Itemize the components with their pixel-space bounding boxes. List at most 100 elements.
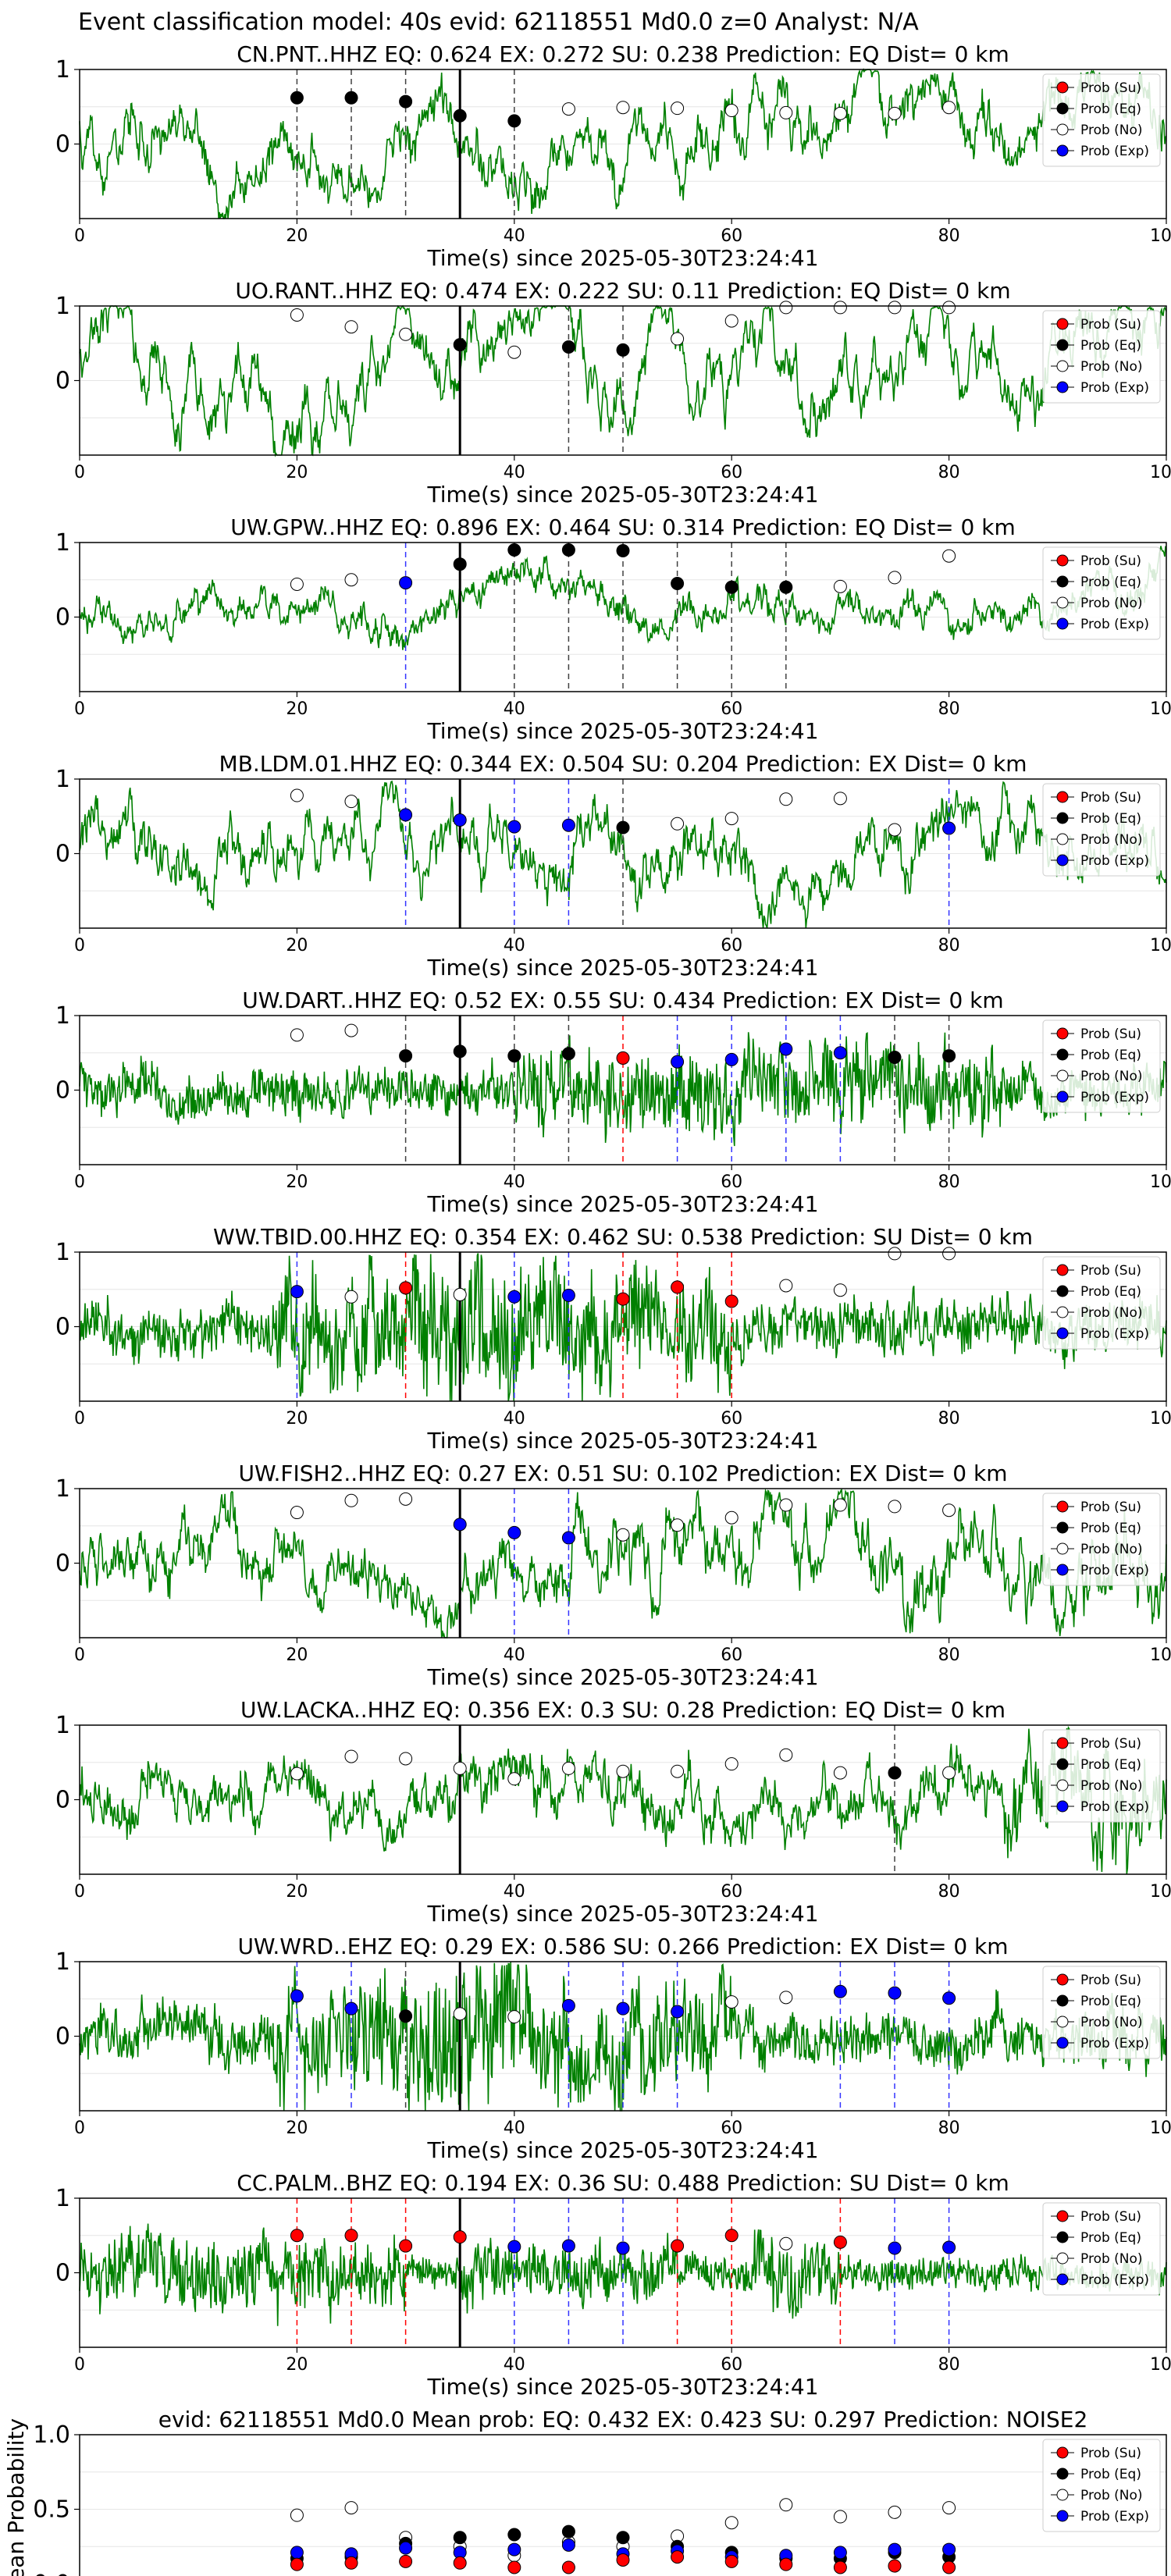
legend-label-eq: Prob (Eq) <box>1080 2230 1141 2246</box>
prob-point-no <box>671 817 685 831</box>
prob-point-eq <box>561 1047 575 1061</box>
mean-point-su <box>724 2554 739 2568</box>
legend-label-exp: Prob (Exp) <box>1080 1090 1149 1105</box>
prob-point-su <box>616 1292 630 1306</box>
panel-7: UW.FISH2..HHZ EQ: 0.27 EX: 0.51 SU: 0.10… <box>55 1461 1171 1690</box>
x-tick-label: 0 <box>74 1882 85 1902</box>
prob-point-no <box>888 823 902 837</box>
y-tick-label: 0.0 <box>33 2571 70 2576</box>
prob-point-no <box>888 1500 902 1514</box>
legend-box <box>1042 546 1161 640</box>
mean-point-su <box>671 2550 685 2564</box>
panel-title: UW.WRD..EHZ EQ: 0.29 EX: 0.586 SU: 0.266… <box>237 1934 1008 1959</box>
x-axis-label: Time(s) since 2025-05-30T23:24:41 <box>426 718 818 744</box>
prob-point-no <box>724 1510 739 1525</box>
prob-point-no <box>942 101 956 115</box>
prob-point-exp <box>942 1991 956 2005</box>
prob-point-exp <box>561 818 575 832</box>
mean-point-su <box>779 2557 793 2571</box>
legend-label-no: Prob (No) <box>1080 1542 1143 1557</box>
prob-point-exp <box>561 2239 575 2253</box>
legend-marker-no <box>1056 360 1069 372</box>
prob-point-eq <box>616 820 630 834</box>
prob-point-exp <box>453 813 467 827</box>
panel-9: UW.WRD..EHZ EQ: 0.29 EX: 0.586 SU: 0.266… <box>55 1934 1171 2163</box>
prob-point-no <box>290 1506 304 1520</box>
mean-point-su <box>290 2557 304 2571</box>
panel-title: WW.TBID.00.HHZ EQ: 0.354 EX: 0.462 SU: 0… <box>213 1224 1033 1250</box>
mean-point-no <box>779 2498 793 2512</box>
prob-point-exp <box>344 2001 358 2016</box>
legend-label-no: Prob (No) <box>1080 1069 1143 1084</box>
prob-point-su <box>724 1294 739 1308</box>
x-tick-label: 100 <box>1150 1409 1171 1429</box>
mean-point-no <box>344 2501 358 2515</box>
prob-point-exp <box>561 1531 575 1545</box>
mean-point-su <box>561 2560 575 2574</box>
prob-point-no <box>942 1766 956 1780</box>
panel-10: CC.PALM..BHZ EQ: 0.194 EX: 0.36 SU: 0.48… <box>55 2170 1171 2400</box>
prob-point-no <box>724 1995 739 2009</box>
mean-point-su <box>616 2553 630 2567</box>
y-tick-label: 1 <box>55 2185 70 2212</box>
x-tick-label: 20 <box>286 1882 308 1902</box>
x-tick-label: 80 <box>938 226 960 246</box>
prob-point-no <box>724 812 739 826</box>
x-tick-label: 100 <box>1150 699 1171 719</box>
legend-marker-no <box>1056 1069 1069 1082</box>
legend-box <box>1042 783 1161 877</box>
prob-point-exp <box>507 1525 521 1539</box>
legend-marker-su <box>1056 2210 1069 2222</box>
mean-point-no <box>724 2516 739 2530</box>
legend-label-no: Prob (No) <box>1080 123 1143 138</box>
y-tick-label: 0 <box>55 131 70 158</box>
legend-marker-eq <box>1056 339 1069 351</box>
panel-1: CN.PNT..HHZ EQ: 0.624 EX: 0.272 SU: 0.23… <box>55 41 1171 271</box>
legend-box <box>1042 1729 1161 1823</box>
x-tick-label: 60 <box>721 699 742 719</box>
x-axis-label: Time(s) since 2025-05-30T23:24:41 <box>426 955 818 980</box>
legend-marker-no <box>1056 1306 1069 1318</box>
seismic-trace <box>79 1962 1167 2112</box>
prob-point-eq <box>399 94 413 109</box>
legend-marker-su <box>1056 554 1069 567</box>
x-tick-label: 80 <box>938 2119 960 2138</box>
panel-title: UO.RANT..HHZ EQ: 0.474 EX: 0.222 SU: 0.1… <box>235 278 1010 304</box>
x-tick-label: 60 <box>721 1409 742 1429</box>
axes-frame <box>79 2197 1167 2348</box>
panel-3: UW.GPW..HHZ EQ: 0.896 EX: 0.464 SU: 0.31… <box>55 514 1171 744</box>
legend-marker-no <box>1056 123 1069 136</box>
legend-label-su: Prob (Su) <box>1080 1263 1141 1279</box>
seismic-trace <box>79 304 1167 457</box>
mean-point-no <box>290 2508 304 2522</box>
x-tick-label: 40 <box>504 1646 525 1665</box>
x-tick-label: 100 <box>1150 226 1171 246</box>
legend-marker-no <box>1056 596 1069 609</box>
prob-point-no <box>507 1772 521 1786</box>
prob-point-exp <box>507 1290 521 1304</box>
x-tick-label: 60 <box>721 1882 742 1902</box>
legend-box <box>1042 1019 1161 1113</box>
prob-point-su <box>453 2230 467 2244</box>
prob-point-exp <box>453 1517 467 1532</box>
prob-point-no <box>942 549 956 563</box>
prob-point-eq <box>888 1050 902 1064</box>
legend-label-no: Prob (No) <box>1080 832 1143 848</box>
prob-point-no <box>453 1761 467 1775</box>
legend-marker-eq <box>1056 1521 1069 1534</box>
legend-label-exp: Prob (Exp) <box>1080 853 1149 869</box>
seismic-trace <box>79 2223 1167 2326</box>
prob-point-su <box>399 1281 413 1295</box>
panel-6: WW.TBID.00.HHZ EQ: 0.354 EX: 0.462 SU: 0… <box>55 1224 1171 1453</box>
panel-title: MB.LDM.01.HHZ EQ: 0.344 EX: 0.504 SU: 0.… <box>219 751 1027 777</box>
legend-label-su: Prob (Su) <box>1080 790 1141 806</box>
legend-label-su: Prob (Su) <box>1080 80 1141 96</box>
prob-point-no <box>833 792 847 806</box>
mean-point-exp <box>561 2538 575 2552</box>
legend-label-su: Prob (Su) <box>1080 317 1141 333</box>
legend-marker-exp <box>1056 144 1069 157</box>
panel-title: UW.LACKA..HHZ EQ: 0.356 EX: 0.3 SU: 0.28… <box>240 1697 1005 1723</box>
prob-point-exp <box>507 2240 521 2254</box>
prob-point-eq <box>399 1049 413 1063</box>
legend-label-eq: Prob (Eq) <box>1080 101 1141 117</box>
